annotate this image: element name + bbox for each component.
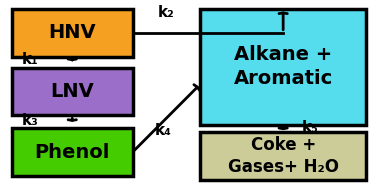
Text: k₁: k₁ bbox=[22, 52, 38, 67]
Text: k₄: k₄ bbox=[155, 123, 172, 138]
FancyBboxPatch shape bbox=[200, 9, 366, 125]
Text: Phenol: Phenol bbox=[34, 143, 110, 162]
FancyBboxPatch shape bbox=[12, 128, 133, 176]
Text: k₃: k₃ bbox=[22, 113, 38, 128]
Text: k₅: k₅ bbox=[302, 120, 319, 135]
Text: LNV: LNV bbox=[50, 82, 94, 101]
Text: k₂: k₂ bbox=[158, 5, 175, 20]
Text: HNV: HNV bbox=[48, 23, 96, 42]
Text: Alkane +
Aromatic: Alkane + Aromatic bbox=[234, 45, 333, 88]
FancyBboxPatch shape bbox=[12, 9, 133, 57]
FancyBboxPatch shape bbox=[12, 68, 133, 115]
Text: Coke +
Gases+ H₂O: Coke + Gases+ H₂O bbox=[228, 136, 339, 176]
FancyBboxPatch shape bbox=[200, 132, 366, 180]
